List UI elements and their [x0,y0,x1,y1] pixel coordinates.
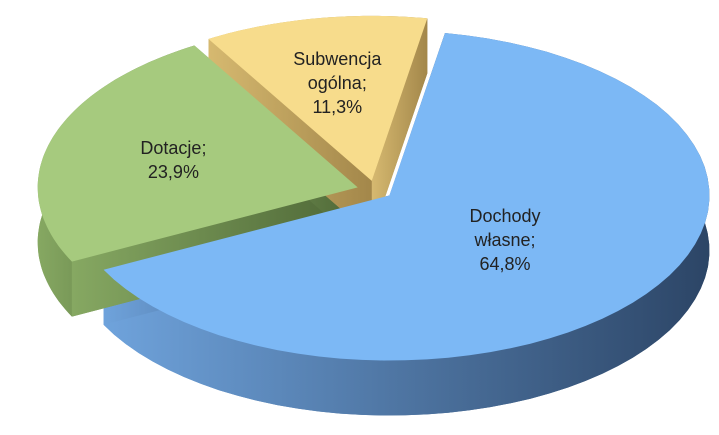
slice-edge [371,18,428,236]
value-label: 23,9% [147,161,199,182]
data-label: Dochody własne; 64,8% [450,204,560,276]
category-label: Subwencja ogólna; [293,49,382,94]
category-label: Dochody własne; [469,205,541,250]
slice [208,15,428,181]
data-label: Subwencja ogólna; 11,3% [282,47,392,119]
category-label: Dotacje; [140,137,207,158]
value-label: 64,8% [479,253,531,274]
slice [37,45,358,262]
value-label: 11,3% [312,97,363,118]
data-label: Dotacje; 23,9% [118,136,228,184]
slice [103,33,710,361]
